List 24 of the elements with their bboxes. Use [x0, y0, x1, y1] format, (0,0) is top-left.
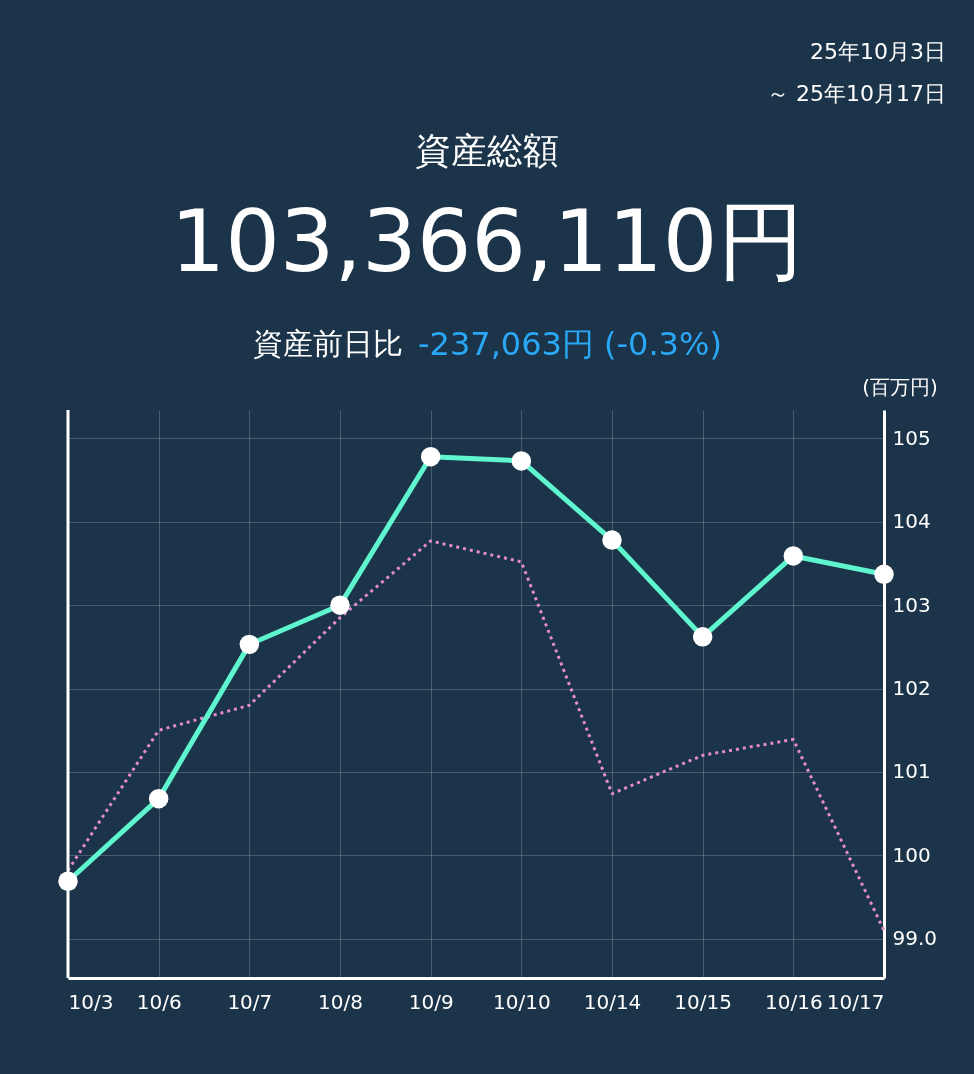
text: -237,063円 (-0.3%): [418, 325, 722, 363]
x-tick-label: 10/17: [826, 989, 885, 1014]
y-tick-label: 100: [892, 842, 931, 867]
y-tick-label: 102: [892, 676, 931, 701]
text: 資産前日比: [253, 326, 403, 361]
x-tick-label: 10/10: [493, 989, 551, 1014]
x-tick-label: 10/15: [674, 989, 732, 1014]
chart-subtitle: 103,366,110円: [170, 191, 804, 291]
y-tick-label: 103: [892, 592, 931, 617]
x-tick-label: 10/9: [408, 989, 454, 1014]
text: 25年10月3日: [810, 39, 946, 64]
x-tick-label: 10/16: [765, 989, 823, 1014]
y-tick-label: 101: [892, 759, 931, 784]
x-tick-label: 10/6: [136, 989, 182, 1014]
y-axis-title: (百万円): [862, 375, 938, 399]
y-tick-label: 105: [892, 425, 931, 450]
text: ～ 25年10月17日: [767, 81, 946, 106]
x-tick-label: 10/8: [318, 989, 363, 1014]
chart-title: 資産総額: [415, 130, 559, 171]
y-tick-label: 104: [892, 509, 931, 534]
y-tick-label: 99.0: [892, 926, 938, 951]
x-tick-label: 10/3: [68, 989, 114, 1014]
x-tick-label: 10/7: [227, 989, 273, 1014]
x-tick-label: 10/14: [583, 989, 642, 1014]
